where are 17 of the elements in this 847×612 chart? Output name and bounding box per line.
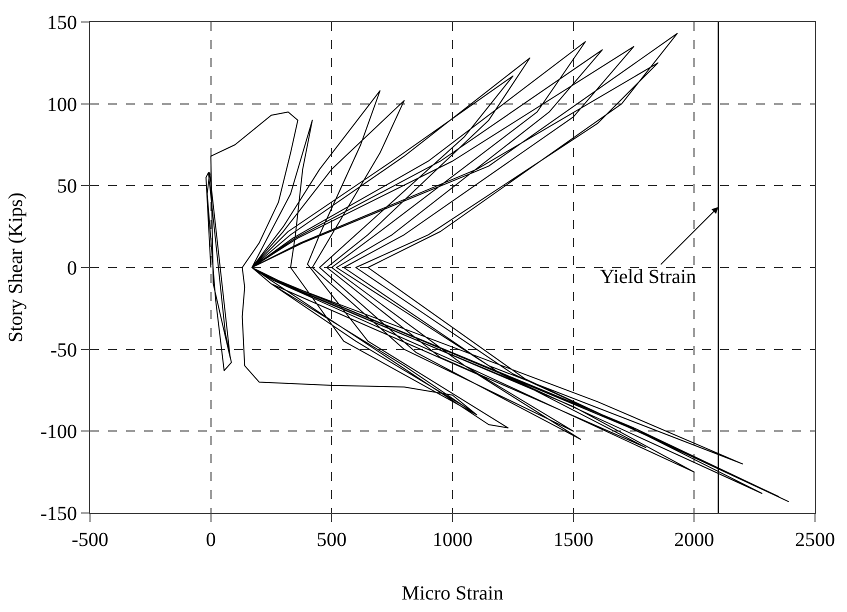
y-tick-label: 50	[57, 176, 77, 198]
y-tick-label: 0	[67, 258, 77, 280]
y-tick-label: -50	[50, 339, 77, 362]
annotation: Yield Strain	[600, 266, 696, 288]
y-tick-label: -150	[40, 503, 77, 525]
x-tick-label: 2500	[795, 529, 835, 551]
x-tick-label: 500	[316, 529, 347, 551]
y-axis-title: Story Shear (Kips)	[4, 192, 27, 342]
x-tick-label: 2000	[674, 529, 714, 551]
x-tick-label: 1500	[553, 529, 594, 551]
y-tick-label: 100	[47, 94, 77, 116]
x-axis-title: Micro Strain	[402, 582, 504, 604]
y-tick-label: -100	[40, 421, 77, 444]
x-tick-label: 0	[206, 529, 216, 551]
y-tick-label: 150	[47, 12, 77, 34]
x-tick-label: 1000	[432, 529, 472, 551]
x-tick-label: -500	[72, 529, 108, 551]
